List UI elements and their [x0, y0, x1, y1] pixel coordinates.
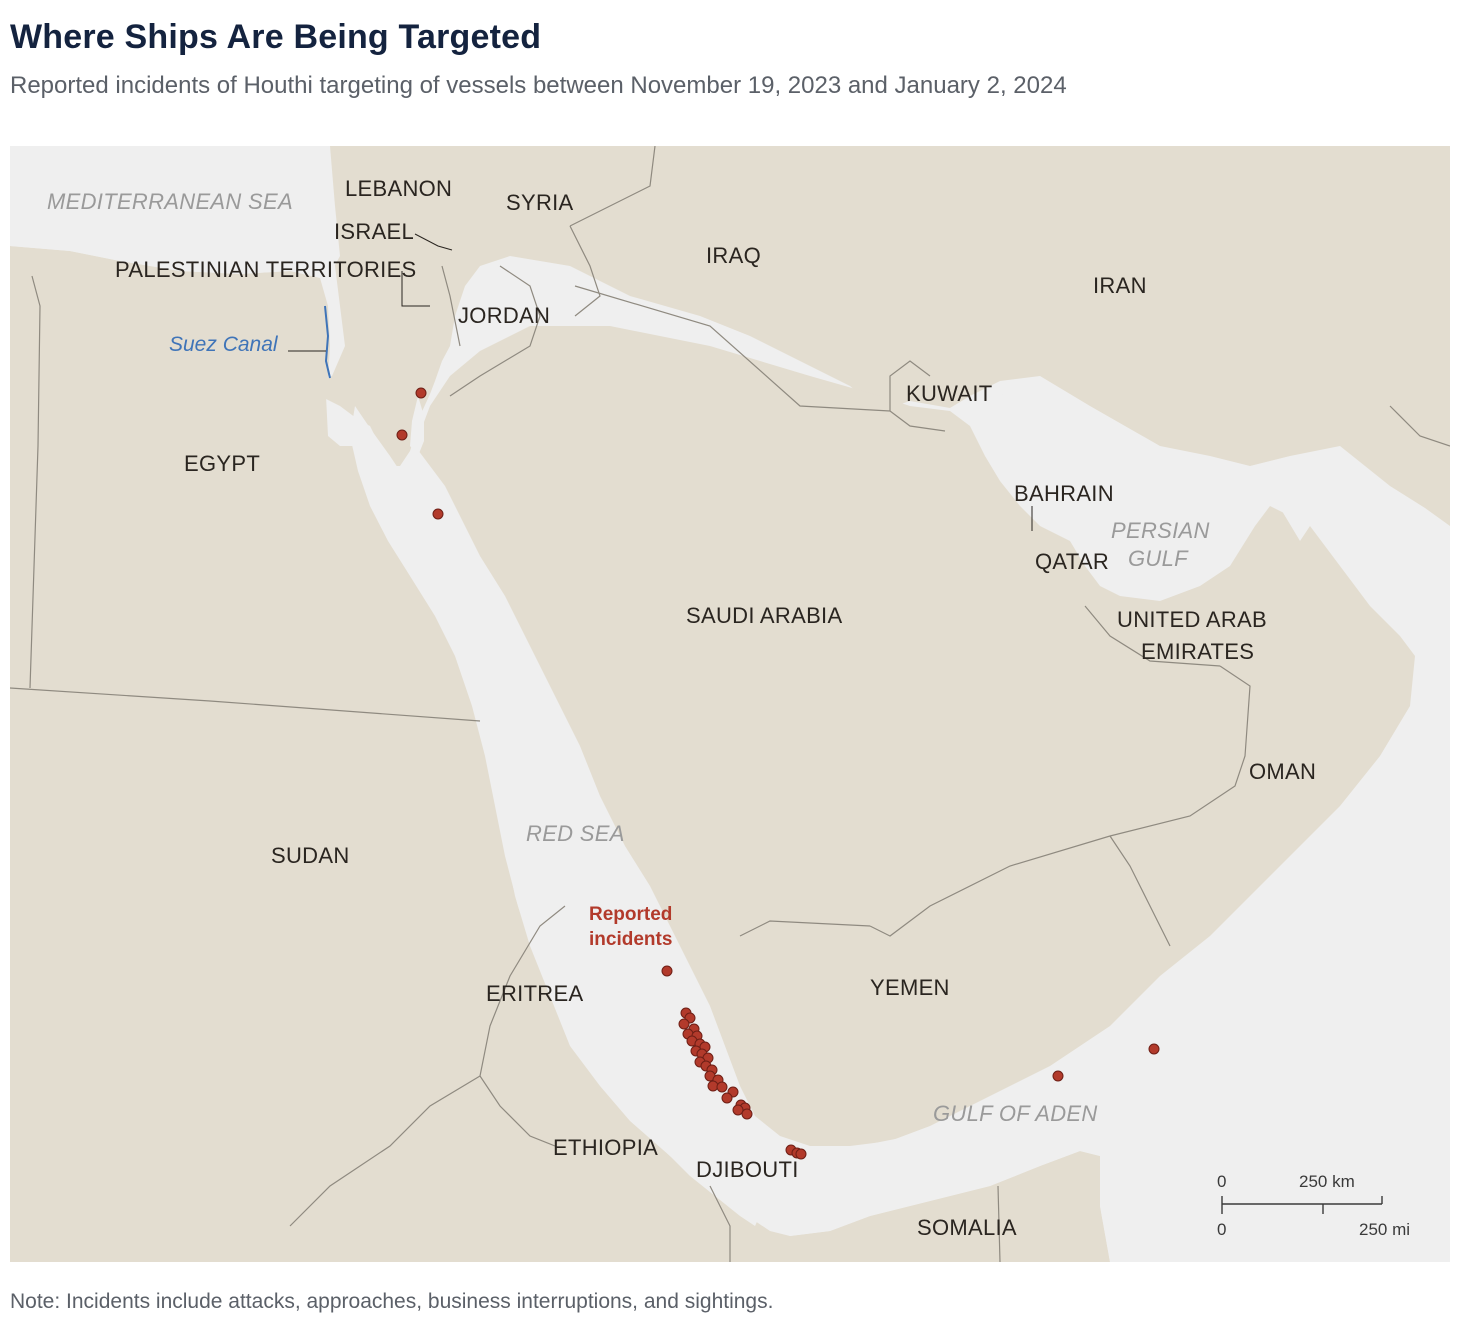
qatar-peninsula	[1034, 526, 1072, 608]
mediterranean-water	[10, 146, 340, 278]
incident-marker	[732, 1104, 744, 1116]
label-gulf-of-aden: GULF OF ADEN	[933, 1101, 1098, 1126]
label-egypt: EGYPT	[184, 451, 260, 476]
scale-km-label: 250 km	[1299, 1172, 1355, 1191]
incident-marker	[707, 1080, 719, 1092]
page-title: Where Ships Are Being Targeted	[10, 18, 542, 56]
incident-marker	[396, 429, 408, 441]
scale-bar-line	[1221, 1196, 1383, 1214]
label-yemen: YEMEN	[870, 975, 950, 1000]
label-lebanon: LEBANON	[345, 176, 452, 201]
footnote: Note: Incidents include attacks, approac…	[10, 1290, 774, 1313]
incident-marker	[1052, 1070, 1064, 1082]
scale-km-zero: 0	[1217, 1172, 1226, 1191]
label-mediterranean-sea: MEDITERRANEAN SEA	[47, 189, 293, 214]
incident-marker	[661, 965, 673, 977]
label-djibouti: DJIBOUTI	[696, 1157, 799, 1182]
map-container: LEBANON SYRIA ISRAEL PALESTINIAN TERRITO…	[10, 146, 1450, 1262]
label-ethiopia: ETHIOPIA	[553, 1135, 658, 1160]
land-arabia	[415, 326, 1415, 1146]
label-reported-incidents-line2: incidents	[589, 929, 672, 950]
suez-canal-line	[324, 305, 331, 379]
incident-marker	[741, 1108, 753, 1120]
label-uae-line2: EMIRATES	[1141, 639, 1254, 664]
incident-markers	[396, 387, 1160, 1160]
land-north	[310, 146, 1450, 526]
incident-marker	[721, 1092, 733, 1104]
gulf-of-aqaba	[410, 396, 424, 456]
label-saudi-arabia: SAUDI ARABIA	[686, 603, 842, 628]
label-israel: ISRAEL	[334, 219, 414, 244]
incident-marker	[415, 387, 427, 399]
label-persian-gulf-line2: GULF	[1128, 546, 1189, 571]
label-syria: SYRIA	[506, 190, 574, 215]
label-suez-canal: Suez Canal	[169, 333, 279, 356]
country-borders	[10, 146, 1450, 1262]
label-bahrain: BAHRAIN	[1014, 481, 1114, 506]
label-oman: OMAN	[1249, 759, 1316, 784]
label-sudan: SUDAN	[271, 843, 350, 868]
scale-bar: 0 250 km 0 250 mi	[1217, 1172, 1410, 1239]
gulf-of-aden-water	[760, 676, 1450, 1262]
persian-gulf-water	[950, 394, 1310, 571]
label-iran: IRAN	[1093, 273, 1147, 298]
label-iraq: IRAQ	[706, 243, 761, 268]
label-qatar: QATAR	[1035, 549, 1109, 574]
red-sea-water	[350, 406, 762, 1226]
page-subtitle: Reported incidents of Houthi targeting o…	[10, 72, 1067, 99]
scale-mi-zero: 0	[1217, 1220, 1226, 1239]
label-reported-incidents-line1: Reported	[589, 904, 672, 925]
label-persian-gulf-line1: PERSIAN	[1111, 518, 1210, 543]
incident-marker	[795, 1148, 807, 1160]
incident-marker	[432, 508, 444, 520]
label-kuwait: KUWAIT	[906, 381, 993, 406]
scale-mi-label: 250 mi	[1359, 1220, 1410, 1239]
map-svg: LEBANON SYRIA ISRAEL PALESTINIAN TERRITO…	[10, 146, 1450, 1262]
leader-lines	[288, 233, 1033, 531]
label-somalia: SOMALIA	[917, 1215, 1017, 1240]
label-palestinian-territories: PALESTINIAN TERRITORIES	[115, 257, 417, 282]
label-jordan: JORDAN	[458, 303, 550, 328]
incident-marker	[1148, 1043, 1160, 1055]
label-eritrea: ERITREA	[486, 981, 583, 1006]
land-horn	[570, 1046, 1110, 1262]
label-red-sea: RED SEA	[526, 821, 625, 846]
incident-marker	[716, 1081, 728, 1093]
label-uae-line1: UNITED ARAB	[1117, 607, 1267, 632]
land-africa-north	[10, 246, 790, 1262]
incident-marker	[678, 1018, 690, 1030]
